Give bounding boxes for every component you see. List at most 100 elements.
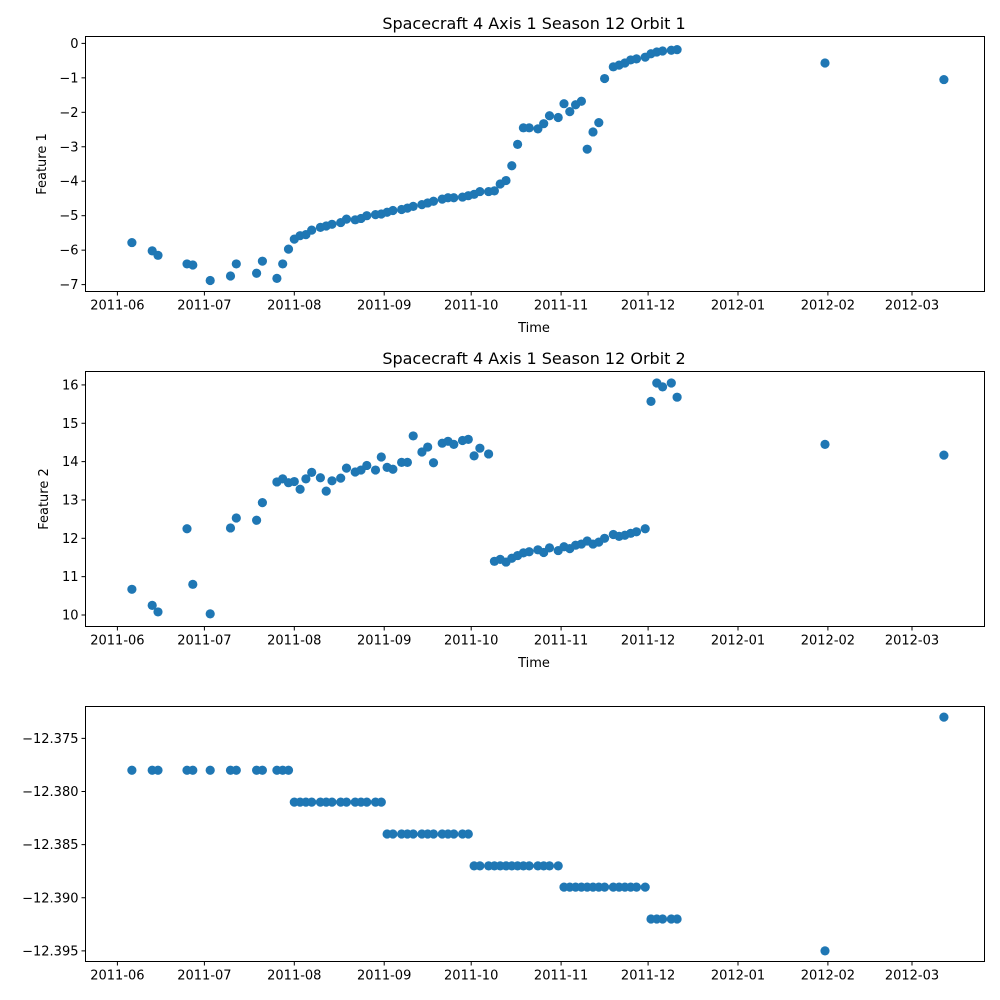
data-point — [475, 443, 485, 453]
data-point — [658, 382, 668, 392]
data-point — [252, 268, 262, 278]
data-point — [475, 186, 485, 197]
data-point — [640, 882, 650, 892]
axes-frame-1 — [85, 36, 985, 292]
plot-area-2 — [127, 378, 949, 619]
data-point — [283, 765, 294, 775]
data-point — [231, 513, 241, 523]
data-point — [341, 463, 352, 473]
data-point — [631, 54, 642, 64]
x-tick-label: 2012-02 — [801, 634, 855, 649]
data-point — [402, 457, 412, 467]
data-point — [182, 524, 192, 534]
data-point — [336, 473, 346, 483]
y-tick-label: −12.395 — [22, 944, 78, 959]
data-point — [594, 118, 604, 128]
data-point — [147, 600, 157, 611]
data-point — [449, 829, 459, 839]
data-point — [376, 452, 386, 462]
data-point — [672, 914, 682, 924]
y-tick-label: 14 — [62, 455, 79, 470]
axes-frame-2 — [85, 371, 985, 627]
y-tick-label: 10 — [62, 608, 79, 623]
data-point — [658, 914, 668, 924]
y-tick-label: −4 — [59, 175, 78, 190]
data-point — [362, 460, 372, 471]
data-point — [939, 74, 949, 85]
data-point — [362, 211, 372, 221]
data-point — [423, 442, 433, 452]
data-point — [507, 161, 517, 171]
data-point — [408, 201, 418, 211]
data-point — [484, 449, 494, 459]
data-point — [283, 244, 294, 254]
data-point — [289, 476, 299, 487]
data-point — [205, 609, 215, 619]
data-point — [225, 523, 236, 533]
x-tick-label: 2011-06 — [90, 969, 144, 984]
axes-frame-3 — [85, 706, 985, 962]
data-point — [327, 219, 337, 229]
data-point — [127, 584, 137, 594]
data-point — [600, 73, 610, 84]
y-tick-label: 0 — [70, 37, 78, 52]
x-tick-label: 2011-08 — [267, 634, 321, 649]
data-point — [939, 450, 949, 460]
data-point — [388, 205, 398, 216]
data-point — [272, 273, 282, 284]
data-point — [449, 439, 459, 449]
data-point — [469, 451, 479, 461]
data-point — [553, 861, 563, 871]
x-tick-label: 2012-03 — [885, 634, 939, 649]
chart-title-2: Spacecraft 4 Axis 1 Season 12 Orbit 2 — [382, 349, 685, 368]
y-tick-label: −1 — [59, 71, 78, 86]
x-tick-label: 2011-06 — [90, 634, 144, 649]
data-point — [428, 829, 439, 839]
data-point — [553, 112, 563, 123]
chart-title-1: Spacecraft 4 Axis 1 Season 12 Orbit 1 — [382, 14, 685, 33]
y-tick-label: −12.390 — [22, 891, 78, 906]
data-point — [127, 765, 137, 775]
data-point — [295, 484, 305, 494]
data-point — [188, 260, 198, 270]
x-tick-label: 2011-11 — [534, 299, 588, 314]
data-point — [188, 765, 198, 775]
data-point — [307, 225, 317, 235]
data-point — [475, 861, 485, 871]
data-point — [524, 861, 534, 871]
data-point — [327, 476, 337, 486]
data-point — [257, 765, 267, 775]
data-point — [321, 486, 331, 496]
data-point — [153, 250, 163, 260]
data-point — [672, 392, 682, 402]
y-tick-label: −7 — [59, 278, 78, 293]
data-point — [631, 882, 642, 892]
data-point — [362, 797, 372, 807]
data-point — [672, 44, 682, 55]
data-point — [408, 829, 418, 839]
data-point — [388, 829, 398, 839]
data-point — [820, 58, 830, 68]
data-point — [600, 882, 610, 892]
data-point — [449, 193, 459, 203]
data-point — [588, 127, 598, 137]
plot-area-1 — [127, 44, 949, 286]
data-point — [582, 144, 592, 154]
data-point — [153, 607, 163, 617]
data-point — [231, 765, 241, 775]
plot-area-3 — [127, 712, 949, 956]
data-point — [820, 946, 830, 956]
x-tick-label: 2011-11 — [534, 634, 588, 649]
y-tick-label: 15 — [62, 417, 79, 432]
data-point — [257, 256, 267, 266]
x-tick-label: 2011-10 — [444, 969, 498, 984]
y-tick-label: −3 — [59, 140, 78, 155]
data-point — [341, 214, 352, 224]
x-axis-label-2: Time — [517, 656, 550, 671]
y-tick-label: 16 — [62, 378, 79, 393]
data-point — [278, 259, 288, 269]
data-point — [301, 474, 311, 484]
x-tick-label: 2011-06 — [90, 299, 144, 314]
data-point — [939, 712, 949, 722]
